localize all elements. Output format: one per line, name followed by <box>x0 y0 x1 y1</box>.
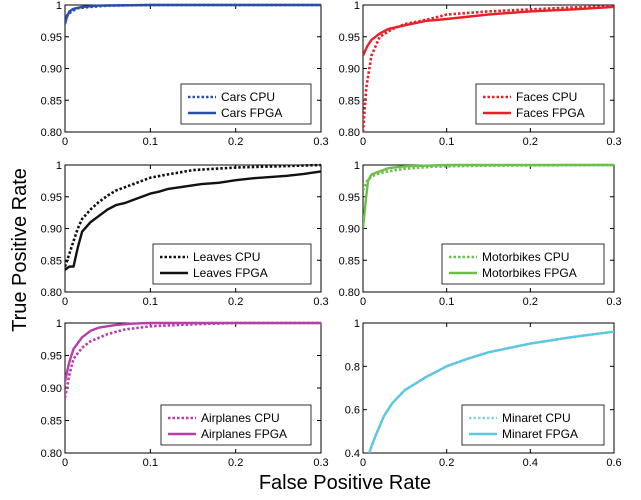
legend-label: Faces FPGA <box>516 106 585 120</box>
y-tick-label: 0.90 <box>41 383 62 395</box>
series-line-fpga <box>363 5 614 57</box>
x-tick-label: 0.2 <box>439 457 454 469</box>
legend-label: Faces CPU <box>516 90 577 104</box>
legend-box <box>152 243 312 285</box>
legend: Motorbikes CPU Motorbikes FPGA <box>441 243 605 285</box>
x-tick-label: 0.3 <box>313 136 328 148</box>
x-tick-label: 0.2 <box>228 136 243 148</box>
x-tick-label: 0.2 <box>228 457 243 469</box>
y-tick-label: 1 <box>56 318 62 330</box>
figure-xlabel: False Positive Rate <box>259 472 431 494</box>
x-tick-label: 0 <box>62 296 68 308</box>
legend-label: Airplanes FPGA <box>201 427 287 441</box>
legend-label: Minaret FPGA <box>502 427 578 441</box>
x-tick-label: 0.6 <box>606 457 621 469</box>
x-tick-label: 0.1 <box>439 136 454 148</box>
y-tick-label: 0.90 <box>339 224 360 236</box>
legend-label: Leaves FPGA <box>193 266 268 280</box>
legend-box <box>441 243 605 285</box>
series-line-cpu <box>65 321 321 399</box>
y-tick-label: 1 <box>56 0 62 12</box>
y-tick-label: 0.95 <box>41 192 62 204</box>
x-tick-label: 0.2 <box>523 136 538 148</box>
legend-box <box>475 83 605 125</box>
legend-box <box>461 404 605 446</box>
y-tick-label: 0.95 <box>41 351 62 363</box>
x-tick-label: 0.3 <box>313 457 328 469</box>
series-line-cpu <box>65 163 321 268</box>
y-tick-label: 0.6 <box>345 405 360 417</box>
x-tick-label: 0.2 <box>523 296 538 308</box>
x-tick-label: 0.1 <box>439 296 454 308</box>
x-tick-label: 0.3 <box>313 296 328 308</box>
y-tick-label: 0.95 <box>339 192 360 204</box>
legend-label: Leaves CPU <box>193 250 260 264</box>
y-tick-label: 1 <box>354 160 360 172</box>
y-tick-label: 0.90 <box>339 64 360 76</box>
y-tick-label: 0.80 <box>339 287 360 299</box>
legend: Cars CPU Cars FPGA <box>180 83 312 125</box>
legend-label: Cars CPU <box>221 90 275 104</box>
y-tick-label: 1 <box>354 0 360 12</box>
legend-label: Airplanes CPU <box>201 411 280 425</box>
legend-box <box>160 404 312 446</box>
y-tick-label: 0.80 <box>41 287 62 299</box>
panel-6: 0 0.2 0.4 0.6 0.4 0.6 0.8 1 Minaret CPU Minaret F… <box>345 318 622 469</box>
x-tick-label: 0 <box>62 136 68 148</box>
x-tick-label: 0.4 <box>523 457 538 469</box>
series-line-fpga <box>368 330 614 453</box>
series-line-fpga <box>65 321 321 382</box>
y-tick-label: 0.95 <box>339 32 360 44</box>
x-tick-label: 0.3 <box>606 136 621 148</box>
legend: Leaves CPU Leaves FPGA <box>152 243 312 285</box>
y-tick-label: 0.80 <box>41 127 62 139</box>
y-tick-label: 1 <box>56 160 62 172</box>
legend-box <box>180 83 312 125</box>
series-line-fpga <box>65 3 321 25</box>
x-tick-label: 0.3 <box>606 296 621 308</box>
y-tick-label: 0.85 <box>41 95 62 107</box>
panel-4: 0 0.1 0.2 0.3 0.80 0.85 0.90 0.95 1 Motorbikes CP… <box>339 160 622 308</box>
x-tick-label: 0 <box>360 457 366 469</box>
legend-label: Motorbikes FPGA <box>482 266 577 280</box>
x-tick-label: 0.1 <box>143 136 158 148</box>
x-tick-label: 0 <box>360 136 366 148</box>
legend-label: Cars FPGA <box>221 106 282 120</box>
legend: Faces CPU Faces FPGA <box>475 83 605 125</box>
series-line-fpga <box>363 163 614 229</box>
y-tick-label: 1 <box>354 318 360 330</box>
x-tick-label: 0 <box>360 296 366 308</box>
legend-label: Motorbikes CPU <box>482 250 569 264</box>
x-tick-label: 0.2 <box>228 296 243 308</box>
y-tick-label: 0.8 <box>345 361 360 373</box>
y-tick-label: 0.90 <box>41 224 62 236</box>
y-tick-label: 0.85 <box>41 255 62 267</box>
x-tick-label: 0.1 <box>143 457 158 469</box>
y-tick-label: 0.90 <box>41 64 62 76</box>
y-tick-label: 0.95 <box>41 32 62 44</box>
y-tick-label: 0.80 <box>339 127 360 139</box>
figure-ylabel: True Positive Rate <box>9 168 31 332</box>
legend: Airplanes CPU Airplanes FPGA <box>160 404 312 446</box>
x-tick-label: 0.1 <box>143 296 158 308</box>
y-tick-label: 0.80 <box>41 448 62 460</box>
series-line-fpga <box>65 170 321 271</box>
y-tick-label: 0.85 <box>339 255 360 267</box>
x-tick-label: 0 <box>62 457 68 469</box>
y-tick-label: 0.4 <box>345 448 360 460</box>
legend: Minaret CPU Minaret FPGA <box>461 404 605 446</box>
legend-label: Minaret CPU <box>502 411 571 425</box>
y-tick-label: 0.85 <box>339 95 360 107</box>
y-tick-label: 0.85 <box>41 416 62 428</box>
panel-5: 0 0.1 0.2 0.3 0.80 0.85 0.90 0.95 1 Airplanes CPU… <box>41 318 329 469</box>
